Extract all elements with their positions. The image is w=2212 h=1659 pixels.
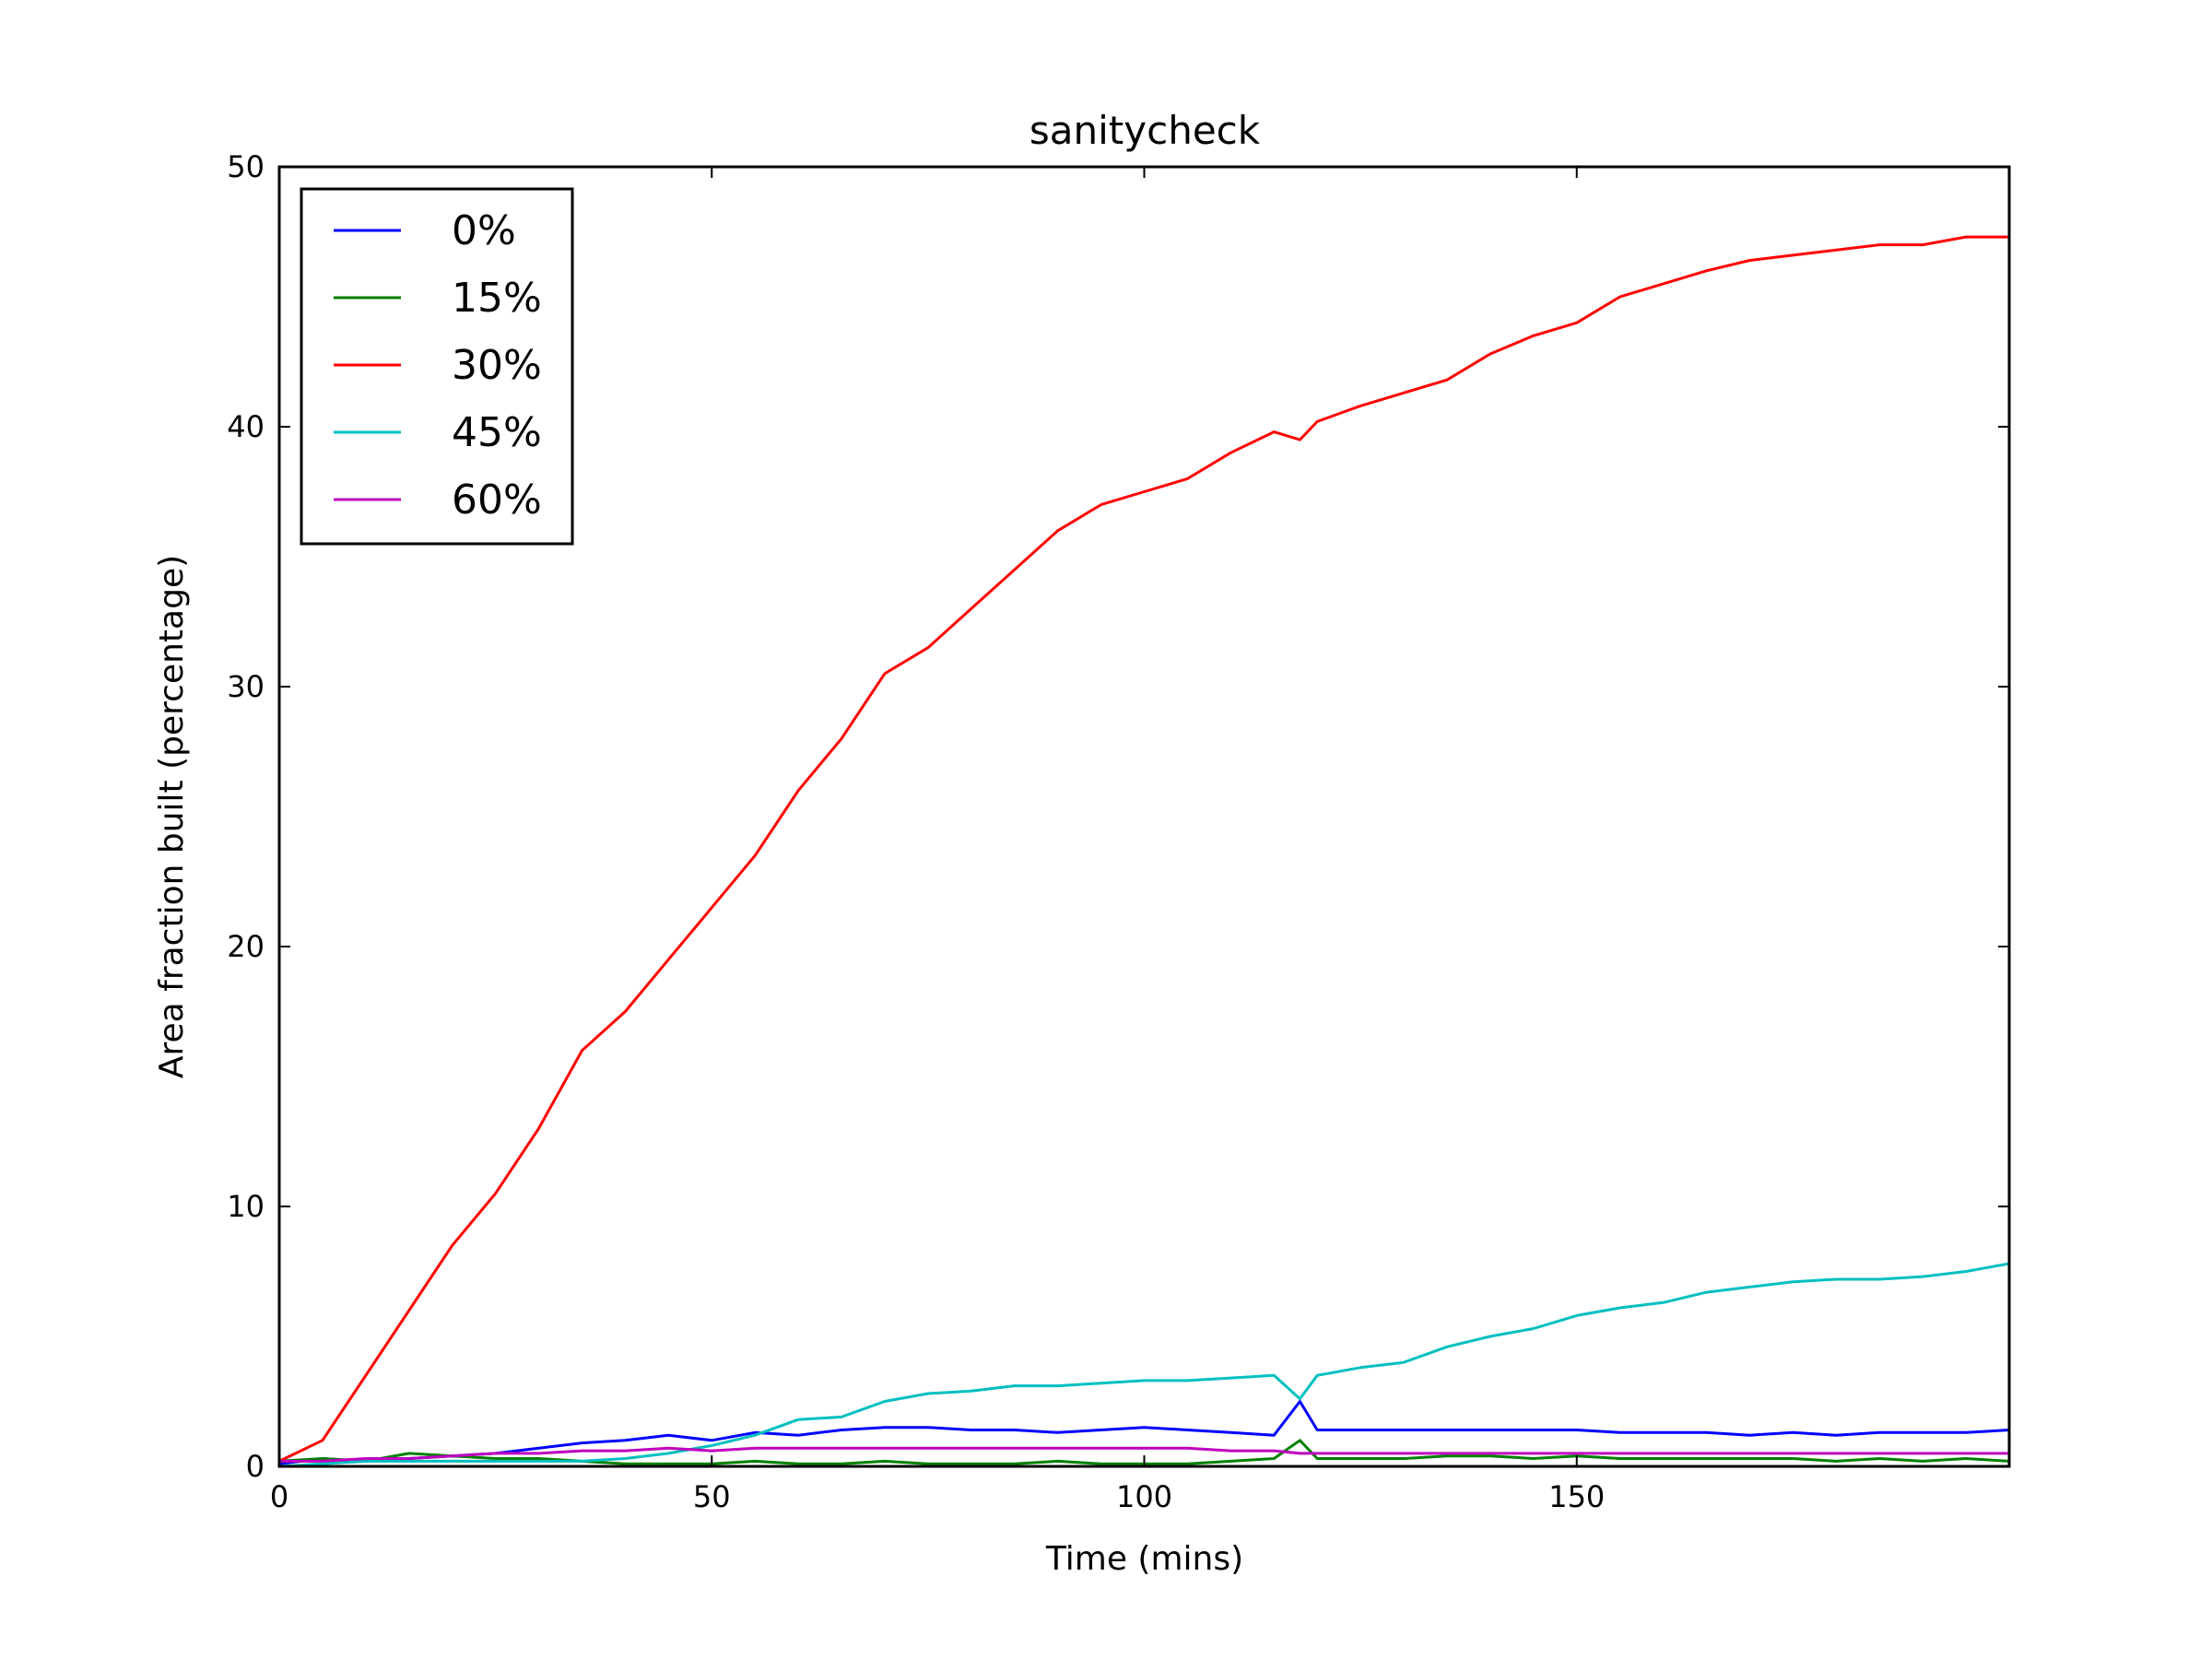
legend-label-4: 60% bbox=[452, 477, 542, 524]
legend-label-0: 0% bbox=[452, 207, 516, 254]
y-axis-title: Area fraction built (percentage) bbox=[153, 555, 191, 1078]
legend: 0% 15% 30% 45% 60% bbox=[301, 189, 572, 544]
legend-label-2: 30% bbox=[452, 342, 542, 389]
y-tick-label-0: 0 bbox=[246, 1449, 265, 1484]
x-tick-label-2: 100 bbox=[1116, 1479, 1172, 1514]
y-tick-label-1: 10 bbox=[227, 1189, 265, 1224]
x-tick-label-0: 0 bbox=[270, 1479, 288, 1514]
legend-label-3: 45% bbox=[452, 409, 542, 456]
x-tick-label-3: 150 bbox=[1548, 1479, 1605, 1514]
y-tick-label-2: 20 bbox=[227, 929, 265, 964]
x-tick-label-1: 50 bbox=[693, 1479, 731, 1514]
y-tick-label-3: 30 bbox=[227, 669, 265, 704]
x-axis-title: Time (mins) bbox=[1045, 1540, 1243, 1578]
y-tick-label-4: 40 bbox=[227, 409, 265, 444]
legend-label-1: 15% bbox=[452, 275, 542, 322]
chart-title: sanitycheck bbox=[1030, 108, 1261, 153]
y-tick-label-5: 50 bbox=[227, 149, 265, 184]
